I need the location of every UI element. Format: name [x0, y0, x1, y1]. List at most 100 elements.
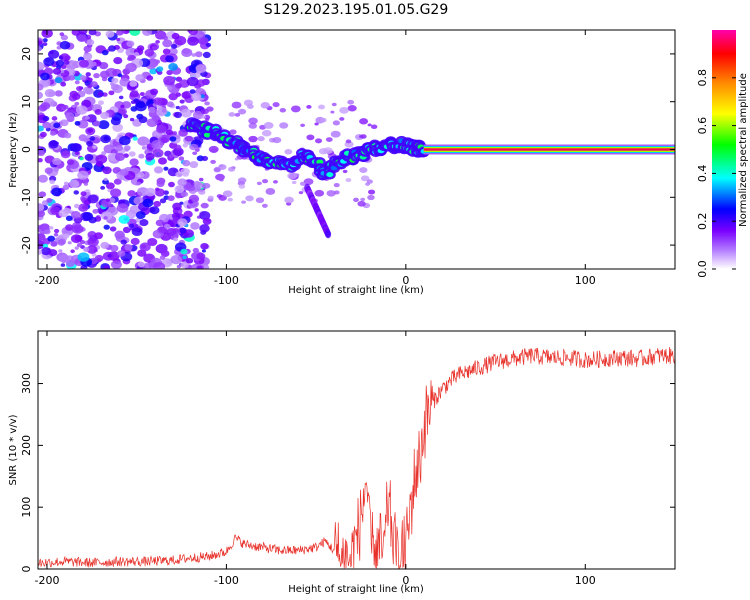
noise-blob: [99, 70, 110, 79]
noise-blob: [127, 190, 136, 197]
noise-blob: [82, 246, 90, 252]
y-tick-label: 300: [20, 373, 33, 394]
noise-blob: [347, 105, 357, 112]
noise-blob: [87, 237, 99, 247]
noise-blob: [117, 250, 126, 257]
noise-blob: [135, 74, 145, 82]
noise-blob: [38, 91, 44, 100]
noise-blob: [38, 233, 46, 241]
noise-blob: [218, 164, 227, 170]
noise-blob: [103, 216, 108, 220]
noise-blob: [94, 232, 103, 240]
noise-blob: [38, 150, 45, 157]
noise-blob: [53, 228, 60, 234]
noise-blob: [42, 243, 49, 249]
noise-blob: [139, 242, 151, 252]
noise-blob: [229, 129, 237, 135]
steady-line-core: [423, 148, 675, 151]
noise-blob: [166, 70, 173, 76]
snr-frame: [37, 330, 676, 570]
noise-blob: [241, 200, 246, 204]
noise-blob: [245, 195, 254, 202]
noise-blob: [359, 118, 369, 125]
noise-blob: [315, 138, 323, 144]
noise-blob: [201, 115, 206, 119]
noise-blob: [202, 51, 211, 59]
noise-blob: [370, 124, 378, 129]
noise-blob: [118, 95, 124, 100]
noise-blob: [137, 171, 145, 178]
noise-blob: [40, 102, 51, 110]
noise-blob: [138, 116, 148, 124]
noise-blob: [119, 168, 129, 176]
noise-blob: [65, 112, 75, 121]
noise-blob: [146, 75, 154, 81]
noise-blob: [131, 227, 143, 237]
noise-blob: [86, 134, 91, 139]
noise-blob: [87, 77, 93, 82]
noise-blob: [200, 108, 209, 115]
noise-blob: [59, 32, 65, 37]
noise-blob: [201, 155, 209, 161]
noise-blob: [110, 188, 122, 198]
snr-line: [38, 347, 675, 569]
noise-blob: [345, 139, 352, 144]
noise-blob: [300, 123, 306, 128]
noise-blob: [168, 181, 175, 188]
noise-blob: [108, 90, 115, 96]
noise-blob: [210, 148, 218, 153]
noise-blob: [248, 122, 257, 129]
noise-blob: [154, 187, 160, 192]
noise-blob: [128, 151, 136, 157]
noise-blob: [110, 83, 120, 91]
noise-blob: [115, 144, 124, 152]
noise-blob: [126, 40, 135, 47]
noise-blob: [48, 140, 59, 149]
noise-blob: [291, 180, 297, 185]
noise-blob: [103, 265, 111, 269]
noise-blob: [174, 185, 185, 194]
noise-blob: [367, 123, 372, 127]
noise-blob: [201, 249, 206, 253]
noise-blob: [158, 226, 167, 234]
noise-blob: [359, 167, 368, 173]
noise-blob: [151, 45, 158, 51]
noise-blob: [189, 161, 199, 169]
noise-blob: [52, 67, 62, 75]
noise-blob: [205, 42, 212, 48]
noise-blob: [272, 136, 282, 144]
noise-blob: [135, 211, 146, 219]
noise-blob: [199, 211, 211, 220]
noise-blob: [62, 104, 69, 110]
noise-blob: [86, 245, 98, 254]
noise-blob: [177, 210, 183, 214]
noise-blob: [65, 224, 74, 231]
noise-blob: [144, 187, 156, 197]
noise-blob: [184, 135, 194, 142]
noise-blob: [100, 111, 110, 120]
noise-blob: [48, 249, 58, 257]
noise-blob: [49, 131, 56, 136]
noise-blob: [202, 217, 212, 225]
noise-blob: [284, 196, 294, 204]
noise-blob: [196, 79, 206, 87]
x-tick-label: -100: [214, 274, 239, 287]
noise-blob: [129, 80, 138, 87]
noise-blob: [60, 150, 71, 159]
noise-blob: [138, 153, 145, 159]
noise-blob: [234, 112, 241, 117]
noise-blob: [192, 151, 198, 155]
noise-blob: [84, 116, 90, 120]
spectrogram-ylabel: Frequency (Hz): [8, 112, 19, 188]
noise-blob: [41, 78, 51, 87]
noise-blob: [110, 117, 121, 126]
noise-blob: [273, 180, 278, 184]
noise-blob: [107, 253, 112, 258]
noise-blob: [38, 210, 46, 218]
noise-blob: [114, 152, 125, 162]
noise-blob: [137, 136, 150, 146]
noise-blob: [129, 158, 139, 166]
noise-blob: [112, 123, 123, 132]
noise-blob: [238, 184, 246, 189]
noise-blob: [129, 90, 139, 98]
